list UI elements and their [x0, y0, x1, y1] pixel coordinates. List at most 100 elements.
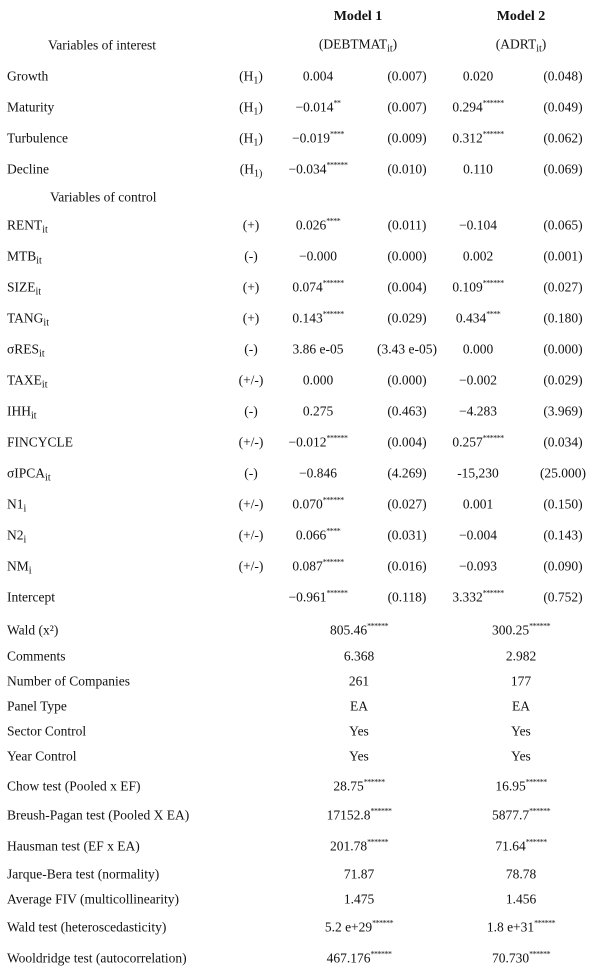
value: 0.070 [292, 496, 323, 512]
variable-label: Turbulence [7, 131, 68, 145]
value: 0.066 [295, 527, 327, 543]
std-error: (4.269) [387, 465, 427, 481]
label-sub: it [45, 472, 51, 484]
sign-text: (H [239, 130, 254, 146]
variable-label: σRESit [7, 342, 45, 359]
coefficient: 467.176****** [327, 950, 392, 965]
coefficient: 17152.8****** [327, 806, 392, 822]
section-label: Variables of interest [48, 37, 156, 53]
std-error: (0.001) [543, 248, 583, 264]
std-error-cell: (0.118) [388, 590, 427, 604]
label-text: N2 [7, 527, 24, 543]
std-error: (0.180) [543, 310, 583, 326]
value: 28.75 [333, 778, 364, 794]
expected-sign: (+) [243, 311, 260, 325]
std-error-cell: (3.969) [543, 404, 582, 418]
coefficient: 0.312****** [452, 130, 504, 145]
std-error-cell: (0.090) [543, 559, 582, 573]
label-text: N1 [7, 496, 24, 512]
coefficient: −0.019**** [292, 130, 345, 145]
value: −0.104 [459, 217, 497, 233]
value: 0.143 [292, 310, 323, 326]
sign-text: (-) [244, 341, 258, 357]
coefficient: EA [512, 699, 530, 713]
coefficient: 0.294****** [452, 98, 505, 114]
value: Yes [349, 723, 369, 739]
expected-sign: (+/-) [239, 435, 264, 449]
section: Variables of interest [48, 38, 156, 52]
value: −4.283 [459, 403, 497, 419]
value: 0.002 [462, 248, 494, 264]
std-error-cell: (0.000) [543, 342, 582, 356]
std-error-cell: (0.752) [543, 590, 582, 604]
value: 0.000 [302, 372, 334, 388]
value: 1.8 e+31 [486, 919, 535, 935]
value: 3.86 e-05 [292, 341, 344, 357]
value: EA [350, 698, 368, 714]
stat-label: Breush-Pagan test (Pooled X EA) [7, 808, 189, 822]
significance-stars: **** [326, 216, 341, 226]
std-error: (0.007) [387, 68, 427, 84]
significance-stars: ****** [363, 777, 386, 787]
std-error-cell: (0.001) [543, 249, 582, 263]
std-error-cell: (0.007) [387, 100, 426, 114]
label-text: Hausman test (EF x EA) [7, 838, 140, 854]
coefficient: −0.002 [459, 373, 497, 387]
coefficient: 0.004 [303, 69, 333, 83]
coefficient: 0.275 [303, 404, 333, 418]
stat-label: Wooldridge test (autocorrelation) [7, 951, 187, 965]
significance-stars: ****** [482, 433, 505, 443]
expected-sign: (+/-) [239, 497, 264, 511]
significance-stars: ****** [326, 588, 349, 598]
coefficient: EA [350, 699, 368, 713]
value: −0.093 [459, 558, 497, 574]
expected-sign: (-) [244, 466, 258, 480]
std-error: (0.065) [543, 217, 583, 233]
value: Yes [511, 723, 531, 739]
coefficient: 3.332****** [452, 589, 504, 605]
std-error-cell: (0.027) [543, 280, 582, 294]
label-text: SIZE [7, 279, 36, 295]
label-text: Sector Control [7, 723, 87, 739]
sign-text: (-) [244, 248, 258, 264]
value: 71.64 [495, 838, 526, 854]
std-error-cell: (0.004) [387, 435, 426, 449]
sign-text: (H [239, 68, 254, 84]
value: Yes [349, 748, 369, 764]
stat-label: Panel Type [7, 699, 67, 713]
variable-label: TAXEit [7, 373, 48, 391]
value: 261 [348, 673, 370, 689]
sign-close: ) [258, 130, 263, 146]
significance-stars: ****** [370, 806, 392, 816]
label-text: σIPCA [7, 465, 46, 481]
label-sub: it [41, 379, 48, 391]
value: 3.332 [452, 589, 483, 605]
coefficient: 0.109****** [452, 279, 504, 294]
label-text: IHH [7, 403, 31, 419]
label-sub: it [42, 224, 48, 236]
variable-label: N2i [7, 527, 26, 545]
coefficient: 70.730****** [492, 950, 551, 965]
variable-label: MTBit [7, 249, 42, 266]
std-error: (0.048) [543, 68, 583, 84]
label-sub: it [35, 286, 42, 298]
value: −0.961 [288, 589, 327, 605]
coefficient: 201.78****** [330, 838, 389, 853]
std-error-cell: (0.029) [543, 373, 582, 387]
label-text: Turbulence [7, 130, 68, 146]
expected-sign: (-) [244, 342, 258, 356]
value: −0.012 [288, 434, 327, 450]
std-error: (0.010) [387, 161, 427, 177]
std-error-cell: (0.027) [387, 497, 426, 511]
variable-label: TANGit [7, 311, 49, 328]
coefficient: 0.000 [463, 342, 493, 356]
std-error-cell: (0.463) [387, 404, 426, 418]
significance-stars: ****** [482, 98, 505, 108]
label-text: Breush-Pagan test (Pooled X EA) [7, 807, 190, 823]
std-error-cell: (0.049) [543, 100, 582, 114]
sign-sub: 1 [253, 106, 259, 118]
std-error-cell: (0.010) [387, 162, 426, 176]
coefficient: 0.087****** [292, 558, 344, 573]
sign-text: (+) [242, 279, 260, 295]
